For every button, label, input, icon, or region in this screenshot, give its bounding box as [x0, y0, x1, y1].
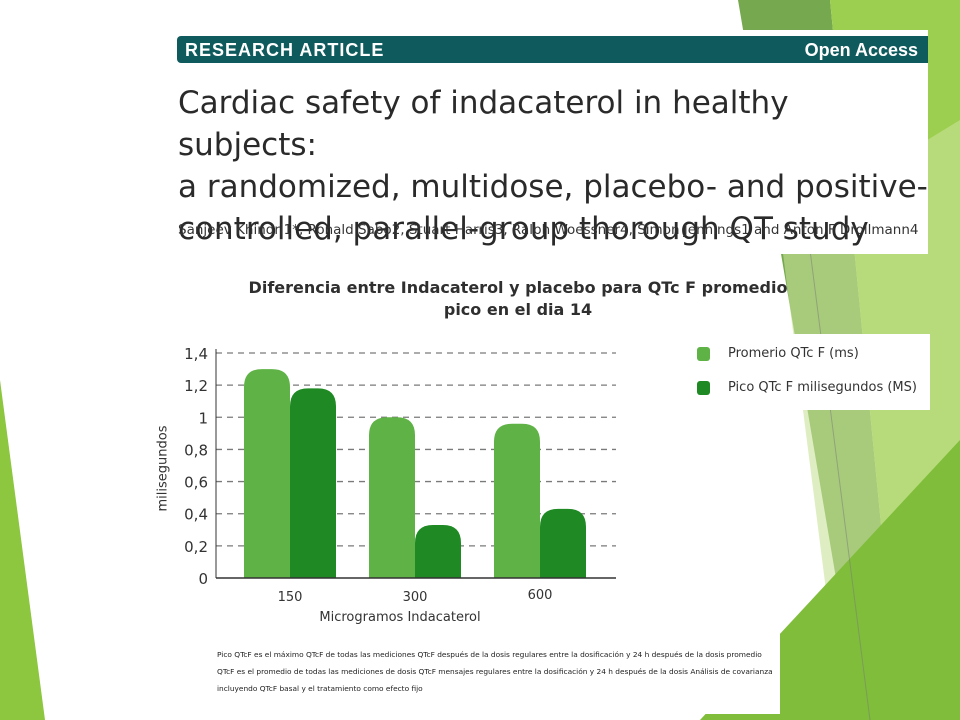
chart-footnote: Pico QTcF es el máximo QTcF de todas las…	[217, 646, 857, 697]
footnote-line: Pico QTcF es el máximo QTcF de todas las…	[217, 650, 762, 659]
chart-title-line: pico en el dia 14	[443, 300, 593, 319]
deco-left-green	[0, 380, 45, 720]
deco-thin-line	[809, 249, 871, 720]
article-panel-bg	[168, 30, 928, 254]
legend-label: Promerio QTc F (ms)	[728, 346, 859, 361]
article-badge: RESEARCH ARTICLE	[185, 40, 385, 60]
legend-swatch	[697, 347, 710, 361]
article-title-line: Cardiac safety of indacaterol in healthy…	[178, 85, 789, 163]
chart-title-line: Diferencia entre Indacaterol y placebo p…	[248, 278, 788, 297]
legend-swatch	[697, 381, 710, 395]
research-article-banner: RESEARCH ARTICLE Open Access	[177, 36, 928, 63]
y-axis-label: milisegundos	[155, 425, 171, 512]
open-access-label: Open Access	[804, 40, 918, 60]
article-title: Cardiac safety of indacaterol in healthy…	[178, 82, 928, 250]
article-authors: Sanjeev Khindri1*, Ronald Sabo2, Stuart …	[178, 222, 919, 238]
article-title-line: controlled, parallel-group thorough QT s…	[178, 211, 869, 247]
footnote-line: incluyendo QTcF basal y el tratamiento c…	[217, 684, 423, 693]
chart-title: Diferencia entre Indacaterol y placebo p…	[226, 277, 810, 321]
x-axis-label: Microgramos Indacaterol	[319, 610, 481, 625]
legend-panel-bg	[690, 334, 930, 410]
footnote-line: QTcF es el promedio de todas las medicio…	[217, 667, 773, 676]
legend-label: Pico QTc F milisegundos (MS)	[728, 380, 917, 395]
article-title-line: a randomized, multidose, placebo- and po…	[178, 169, 928, 205]
